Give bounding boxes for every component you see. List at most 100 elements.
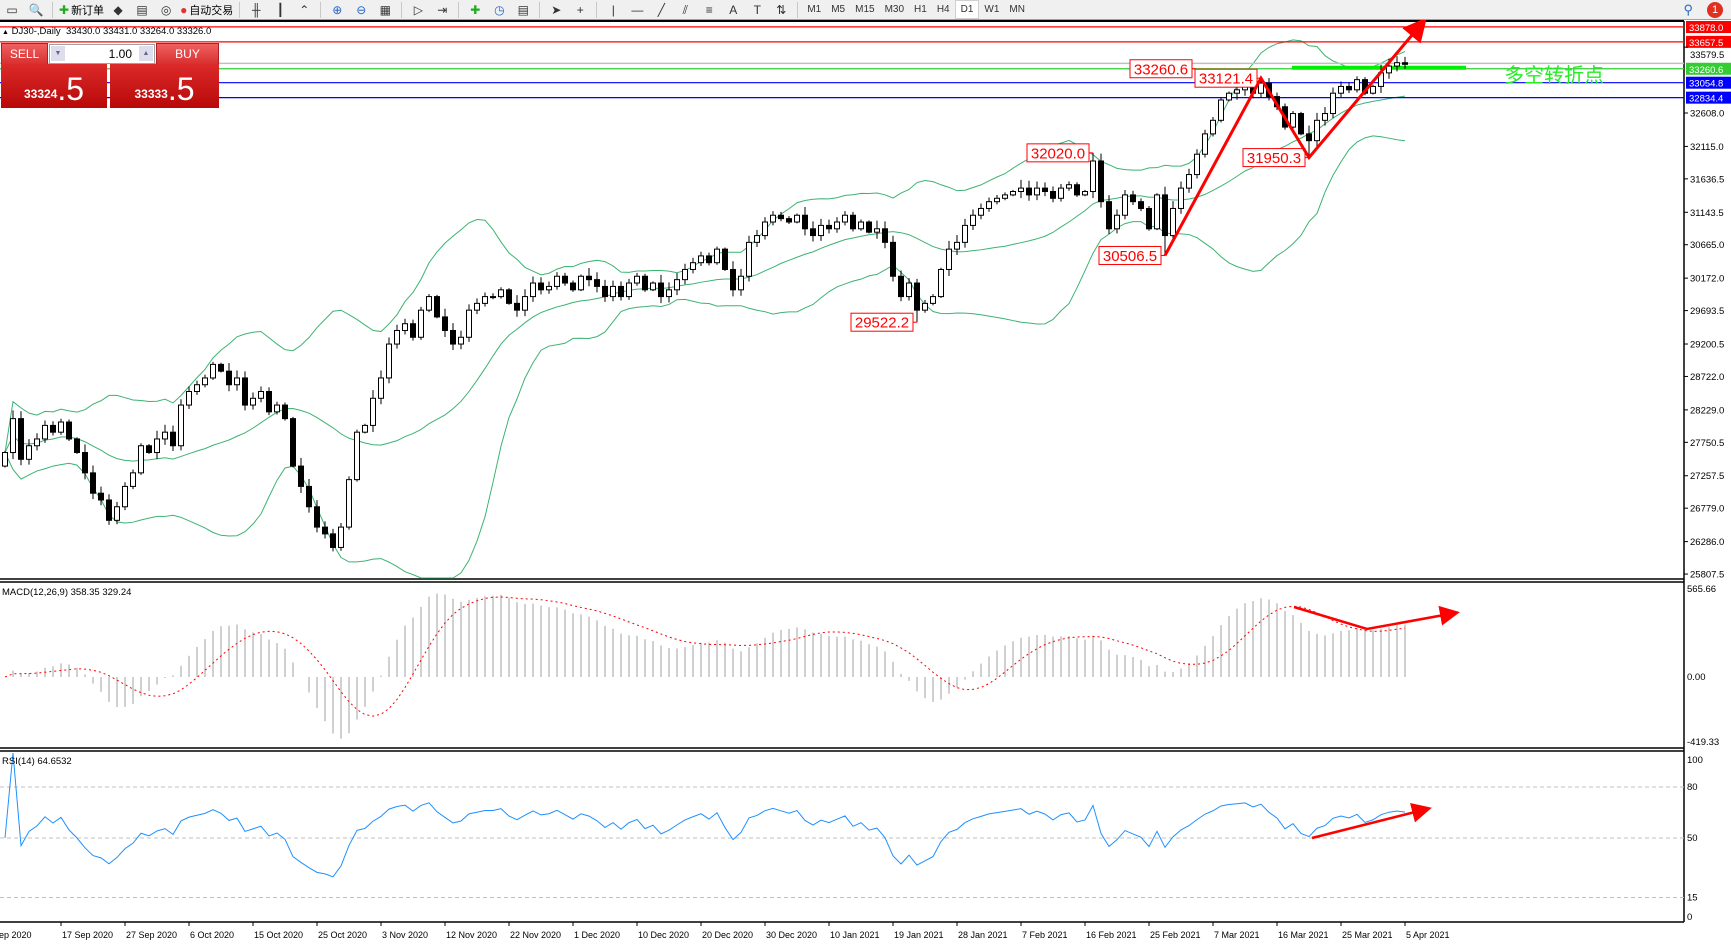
candle-body <box>914 282 920 311</box>
candle-body <box>514 302 520 311</box>
timeframe-h4[interactable]: H4 <box>936 4 950 15</box>
candle <box>1082 189 1088 197</box>
fibonacci-button[interactable]: ≡ <box>699 1 719 18</box>
profiles-button[interactable]: ▭ <box>2 1 22 18</box>
candle-body <box>986 201 992 209</box>
candle-body <box>506 289 512 304</box>
text-label-button[interactable]: T <box>747 1 767 18</box>
candle-body <box>666 289 672 298</box>
timeframe-m5[interactable]: M5 <box>831 4 846 15</box>
candle <box>306 479 312 513</box>
trendline-button[interactable]: ╱ <box>651 1 671 18</box>
price-label-box <box>1194 68 1258 88</box>
timeframe-h1[interactable]: H1 <box>914 4 927 15</box>
timeframe-m30[interactable]: M30 <box>884 4 905 15</box>
candle-body <box>602 285 608 298</box>
buy-price-button[interactable]: 33333 .5 <box>110 64 219 108</box>
price-tick-label: 25807.5 <box>1690 570 1724 581</box>
timeframe-m15[interactable]: M15 <box>855 4 875 15</box>
candle-body <box>994 197 1000 203</box>
zoom-in-button[interactable]: ⊕ <box>327 1 347 18</box>
arrows-button[interactable]: ⇅ <box>771 1 791 18</box>
rsi-line <box>4 752 1406 878</box>
candle-body <box>58 421 64 433</box>
horizontal-line-button[interactable]: — <box>627 1 647 18</box>
candle-body <box>442 316 448 331</box>
equidistant-channel-button[interactable]: ⫽ <box>675 1 695 18</box>
new-order-button[interactable]: ✚ 新订单 <box>59 1 104 18</box>
toolbar-divider <box>52 1 53 18</box>
candle-body <box>978 207 984 216</box>
zoom-chart-icon: 🔍 <box>28 2 44 17</box>
candle-body <box>962 224 968 243</box>
date-tick-label: 30 Dec 2020 <box>766 930 817 940</box>
vertical-line-button[interactable]: | <box>603 1 623 18</box>
text-button[interactable]: A <box>723 1 743 18</box>
rsi-arrow <box>1311 802 1432 840</box>
candle-body <box>474 302 480 311</box>
candle-body <box>706 255 712 264</box>
zoom-chart-button[interactable]: 🔍 <box>26 1 46 18</box>
candle <box>1066 181 1072 191</box>
candle <box>354 429 360 482</box>
candle-body <box>1074 184 1080 196</box>
rsi-tick-label: 0 <box>1687 912 1692 923</box>
candlestick-button[interactable]: ┃ <box>270 1 290 18</box>
toolbar-divider <box>239 1 241 18</box>
zoom-out-button[interactable]: ⊖ <box>351 1 371 18</box>
signals-button[interactable]: ◎ <box>156 1 176 18</box>
sell-button[interactable]: SELL <box>1 43 48 65</box>
timeframe-mn[interactable]: MN <box>1009 4 1025 15</box>
decrease-lots-icon[interactable]: ▼ <box>51 46 65 61</box>
price-label: 33260.6 <box>1129 59 1196 78</box>
candle <box>970 209 976 231</box>
candle-body <box>890 241 896 277</box>
templates-button[interactable]: ▤ <box>513 1 533 18</box>
cursor-button[interactable]: ➤ <box>546 1 566 18</box>
navigator-button[interactable]: ▤ <box>132 1 152 18</box>
sell-price-button[interactable]: 33324 .5 <box>1 64 107 108</box>
date-tick-label: 25 Feb 2021 <box>1150 930 1201 940</box>
toolbar: ▭ 🔍 ✚ 新订单 ◆ ▤ ◎ ● 自动交易 ╫ ┃ ⌃ ⊕ ⊖ ▦ ▷ ⇥ ✚ ◷ ▤ ➤ + | — ╱ ⫽ ≡ A T ⇅ M1 M5 M… <box>0 0 1731 20</box>
tile-windows-button[interactable]: ▦ <box>375 1 395 18</box>
candle-body <box>362 424 368 433</box>
timeframe-w1[interactable]: W1 <box>984 4 1000 15</box>
date-tick-label: 28 Jan 2021 <box>958 930 1008 940</box>
candle-body <box>818 224 824 237</box>
candle <box>50 421 56 436</box>
zoom-out-icon: ⊖ <box>356 2 367 17</box>
candle <box>402 318 408 335</box>
lot-size-input[interactable]: ▼ 1.00 ▲ <box>49 44 155 64</box>
timeframe-d1[interactable]: D1 <box>954 0 980 19</box>
buy-button[interactable]: BUY <box>156 43 219 65</box>
candle <box>1330 87 1336 119</box>
chart-shift-button[interactable]: ⇥ <box>432 1 452 18</box>
auto-trading-button[interactable]: ● 自动交易 <box>180 1 233 18</box>
collapse-triangle-icon[interactable]: ▲ <box>2 29 9 36</box>
candle-body <box>282 404 288 420</box>
periods-button[interactable]: ◷ <box>489 1 509 18</box>
lot-size-value[interactable]: 1.00 <box>108 47 132 61</box>
toolbar-divider <box>539 1 541 18</box>
rsi-tick-label: 50 <box>1687 833 1698 844</box>
candle <box>202 374 208 388</box>
market-watch-button[interactable]: ◆ <box>108 1 128 18</box>
candle-body <box>274 404 280 413</box>
bar-chart-button[interactable]: ╫ <box>246 1 266 18</box>
search-icon[interactable]: ⚲ <box>1683 1 1693 17</box>
auto-scroll-button[interactable]: ▷ <box>408 1 428 18</box>
price-tick-label: 28722.0 <box>1690 372 1724 383</box>
indicators-button[interactable]: ✚ <box>465 1 485 18</box>
candle <box>386 337 392 384</box>
timeframe-m1[interactable]: M1 <box>807 4 822 15</box>
increase-lots-icon[interactable]: ▲ <box>139 46 153 61</box>
macd-arrow <box>1293 605 1460 631</box>
candle <box>754 229 760 247</box>
crosshair-button[interactable]: + <box>570 1 590 18</box>
date-tick-label: 3 Nov 2020 <box>382 930 428 940</box>
candle-body <box>522 296 528 311</box>
notifications-badge[interactable]: 1 <box>1707 1 1723 18</box>
toolbar-divider <box>458 1 460 18</box>
line-chart-button[interactable]: ⌃ <box>294 1 314 18</box>
